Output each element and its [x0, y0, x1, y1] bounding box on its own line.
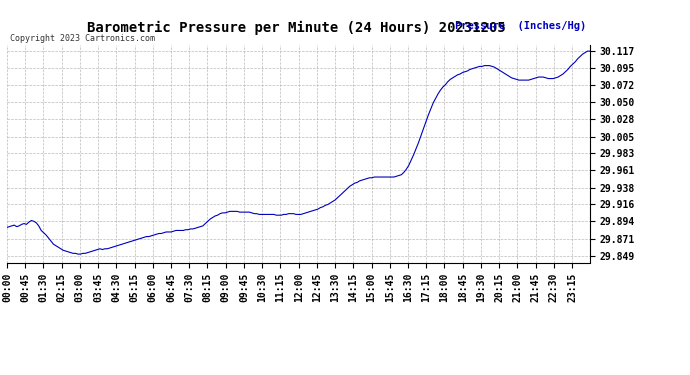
Text: Pressure  (Inches/Hg): Pressure (Inches/Hg) [455, 21, 586, 31]
Text: Barometric Pressure per Minute (24 Hours) 20231205: Barometric Pressure per Minute (24 Hours… [88, 21, 506, 35]
Text: Copyright 2023 Cartronics.com: Copyright 2023 Cartronics.com [10, 34, 155, 43]
